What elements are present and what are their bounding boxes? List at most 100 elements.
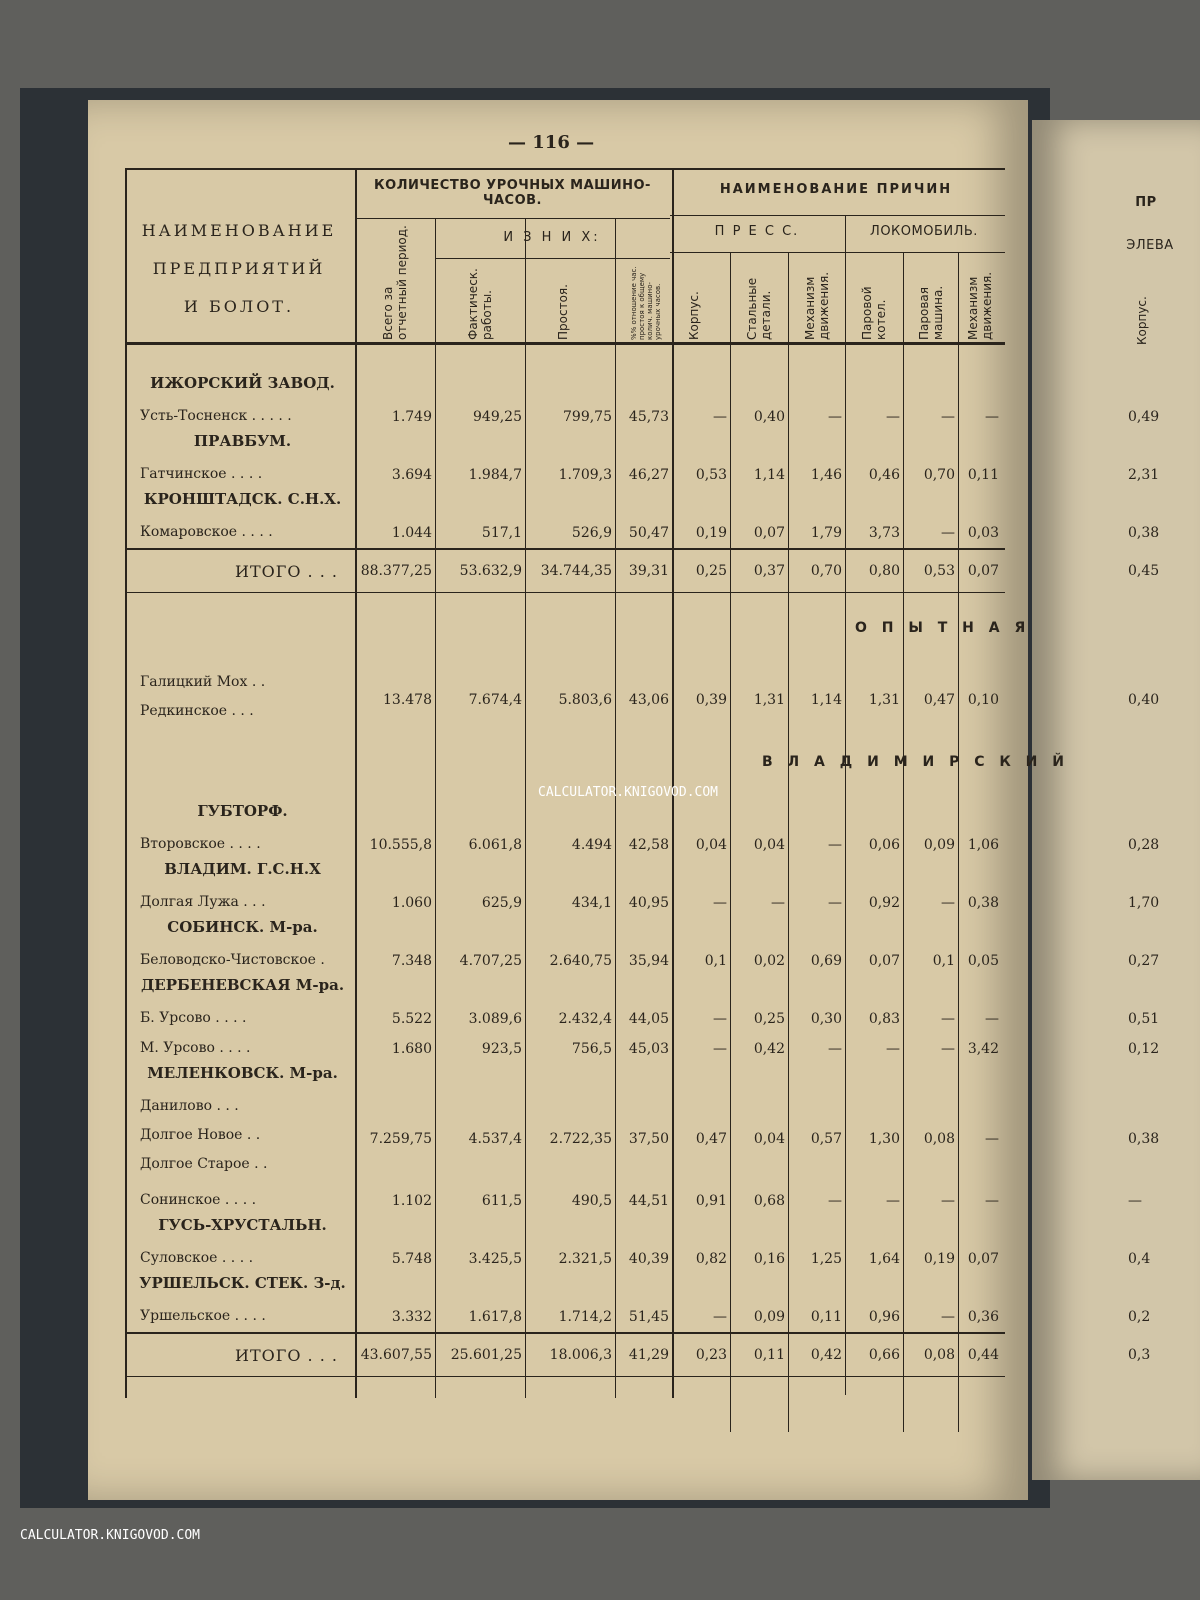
table-cell: 37,50 (628, 1131, 669, 1147)
section-label: О П Ы Т Н А Я (855, 620, 1031, 636)
table-cell: — (985, 1011, 999, 1027)
enterprise-name: Беловодско-Чистовское . (140, 952, 325, 968)
table-cell: 0,53 (923, 563, 955, 579)
right-page-group: ЭЛЕВА (1126, 238, 1174, 253)
table-cell: 526,9 (571, 525, 612, 541)
table-cell: 7.259,75 (369, 1131, 432, 1147)
table-cell: 0,96 (868, 1309, 900, 1325)
table-cell: 18.006,3 (549, 1347, 612, 1363)
table-cell: — (941, 1309, 955, 1325)
table-cell: 1,31 (753, 692, 785, 708)
table-cell: 517,1 (481, 525, 522, 541)
table-cell: 0,11 (753, 1347, 785, 1363)
table-cell: 7.348 (391, 953, 432, 969)
table-cell: 40,39 (628, 1251, 669, 1267)
enterprise-name: Уршельское . . . . (140, 1308, 266, 1324)
table-cell: 41,29 (628, 1347, 669, 1363)
table-cell: 0,37 (753, 563, 785, 579)
facing-page-cell: 0,40 (1128, 692, 1160, 708)
table-cell: 0,11 (810, 1309, 842, 1325)
facing-page-cell: 0,2 (1128, 1309, 1151, 1325)
table-cell: — (713, 1309, 727, 1325)
table-cell: 0,70 (923, 467, 955, 483)
table-cell: 0,44 (967, 1347, 999, 1363)
table-cell: 0,39 (695, 692, 727, 708)
table-cell: 434,1 (571, 895, 612, 911)
table-cell: 0,83 (868, 1011, 900, 1027)
table-cell: 5.803,6 (558, 692, 612, 708)
hours-subrule (355, 218, 670, 219)
column-header: Корпус. (687, 291, 701, 340)
table-cell: 53.632,9 (459, 563, 522, 579)
group-heading: ПРАВБУМ. (193, 432, 292, 450)
table-cell: 1,25 (810, 1251, 842, 1267)
column-rule (615, 218, 616, 1398)
table-cell: 0,07 (868, 953, 900, 969)
group-heading: ГУСЬ-ХРУСТАЛЬН. (158, 1216, 327, 1234)
table-cell: 5.748 (391, 1251, 432, 1267)
table-cell: — (713, 895, 727, 911)
table-cell: 0,03 (967, 525, 999, 541)
table-cell: 625,9 (481, 895, 522, 911)
table-cell: 1.984,7 (468, 467, 522, 483)
table-cell: 5.522 (391, 1011, 432, 1027)
table-cell: 88.377,25 (360, 563, 432, 579)
total-label: ИТОГО . . . (235, 1346, 338, 1365)
column-header: Фактическ. работы. (466, 268, 494, 340)
enterprise-name: Долгое Старое . . (140, 1156, 268, 1172)
table-cell: 0,09 (923, 837, 955, 853)
section-label: В Л А Д И М И Р С К И Й (762, 754, 1069, 770)
table-cell: 0,25 (695, 563, 727, 579)
table-cell: 0,09 (753, 1309, 785, 1325)
table-cell: 0,30 (810, 1011, 842, 1027)
table-cell: 0,91 (695, 1193, 727, 1209)
right-page-column: Корпус. (1135, 296, 1149, 345)
column-rule (958, 252, 959, 1432)
table-cell: — (941, 1011, 955, 1027)
table-cell: 1.714,2 (558, 1309, 612, 1325)
table-cell: 25.601,25 (450, 1347, 522, 1363)
table-cell: — (771, 895, 785, 911)
table-cell: 1.709,3 (558, 467, 612, 483)
table-cell: — (713, 409, 727, 425)
enterprise-name: Долгая Лужа . . . (140, 894, 266, 910)
enterprise-name: Сонинское . . . . (140, 1192, 257, 1208)
of-them-subrule (435, 258, 670, 259)
table-cell: 0,04 (753, 1131, 785, 1147)
column-rule (355, 170, 357, 1398)
table-cell: — (828, 409, 842, 425)
table-cell: 2.432,4 (558, 1011, 612, 1027)
facing-page-cell: 0,3 (1128, 1347, 1151, 1363)
table-cell: 0,04 (695, 837, 727, 853)
table-cell: 0,42 (753, 1041, 785, 1057)
table-cell: 0,11 (967, 467, 999, 483)
facing-page-cell: 0,38 (1128, 525, 1160, 541)
table-cell: 4.537,4 (468, 1131, 522, 1147)
enterprise-name: Б. Урсово . . . . (140, 1010, 247, 1026)
table-cell: 50,47 (628, 525, 669, 541)
table-cell: 0,92 (868, 895, 900, 911)
column-rule (788, 252, 789, 1432)
table-cell: — (828, 837, 842, 853)
table-cell: 0,40 (753, 409, 785, 425)
table-cell: — (985, 1131, 999, 1147)
table-cell: 0,10 (967, 692, 999, 708)
enterprise-name: М. Урсово . . . . (140, 1040, 251, 1056)
table-cell: — (985, 1193, 999, 1209)
table-cell: 0,02 (753, 953, 785, 969)
table-cell: 3.089,6 (468, 1011, 522, 1027)
table-cell: 0,19 (695, 525, 727, 541)
table-cell: 0,07 (967, 563, 999, 579)
column-header: Простоя. (556, 284, 570, 340)
table-cell: 10.555,8 (369, 837, 432, 853)
table-cell: 43.607,55 (360, 1347, 432, 1363)
table-cell: 40,95 (628, 895, 669, 911)
table-cell: 35,94 (628, 953, 669, 969)
table-cell: 3.332 (391, 1309, 432, 1325)
column-rule (903, 252, 904, 1432)
table-left-rule (125, 168, 127, 1398)
facing-page-cell: 1,70 (1128, 895, 1160, 911)
table-cell: 0,57 (810, 1131, 842, 1147)
table-cell: — (828, 895, 842, 911)
group-heading: ГУБТОРФ. (197, 802, 288, 820)
